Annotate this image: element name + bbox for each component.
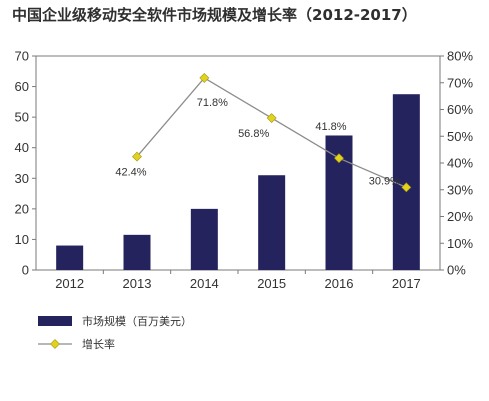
- bar-2014: [190, 208, 218, 270]
- left-tick-label: 20: [15, 201, 29, 216]
- left-tick-label: 30: [15, 171, 29, 186]
- plot-border: [35, 55, 441, 271]
- growth-label-2013: 42.4%: [115, 167, 146, 179]
- right-tick-label: 10%: [447, 236, 473, 251]
- right-tick-label: 80%: [447, 49, 473, 64]
- x-tick-label-2013: 2013: [123, 276, 152, 291]
- bar-2015: [258, 175, 286, 270]
- x-tick-label-2017: 2017: [392, 276, 421, 291]
- legend-bar-label: 市场规模（百万美元）: [82, 314, 192, 328]
- right-tick-label: 40%: [447, 156, 473, 171]
- right-tick-label: 20%: [447, 209, 473, 224]
- right-tick-label: 60%: [447, 102, 473, 117]
- bar-2017: [392, 94, 420, 270]
- growth-line-path: [136, 77, 407, 188]
- x-tick-label-2015: 2015: [257, 276, 286, 291]
- bars: [56, 94, 420, 270]
- left-tick-label: 40: [15, 140, 29, 155]
- growth-point-2016: [334, 153, 344, 164]
- growth-point-2013: [132, 151, 142, 162]
- growth-label-2014: 71.8%: [197, 97, 228, 109]
- growth-point-2017: [401, 182, 412, 193]
- legend-bar-swatch: [38, 316, 72, 326]
- growth-label-2016: 41.8%: [315, 121, 346, 133]
- left-tick-label: 60: [15, 79, 29, 94]
- chart-title: 中国企业级移动安全软件市场规模及增长率（2012-2017）: [12, 6, 417, 24]
- bar-2013: [123, 234, 151, 270]
- right-tick-label: 70%: [447, 75, 473, 90]
- left-tick-label: 0: [22, 263, 29, 278]
- x-tick-label-2016: 2016: [325, 276, 354, 291]
- plot-frame: [35, 55, 441, 271]
- axes: 0 10 20 30 40 50 60 70 0% 10% 20% 30% 40% 50% 60% 70% 80…: [15, 49, 474, 292]
- legend: 市场规模（百万美元） 增长率: [38, 314, 192, 351]
- right-tick-label: 0%: [447, 263, 466, 278]
- x-tick-label-2012: 2012: [55, 276, 84, 291]
- bar-2012: [56, 245, 84, 270]
- right-tick-label: 50%: [447, 129, 473, 144]
- growth-label-2017: 30.9%: [369, 175, 400, 187]
- left-tick-label: 70: [15, 49, 29, 64]
- left-tick-label: 10: [15, 232, 29, 247]
- growth-point-2014: [199, 73, 210, 83]
- x-tick-label-2014: 2014: [190, 276, 219, 291]
- growth-point-2015: [266, 113, 277, 123]
- left-tick-label: 50: [15, 110, 29, 125]
- legend-line-label: 增长率: [82, 337, 115, 351]
- legend-line-marker: [50, 339, 60, 349]
- growth-line: 42.4% 71.8% 56.8% 41.8% 30.9%: [115, 73, 412, 193]
- right-tick-label: 30%: [447, 182, 473, 197]
- growth-label-2015: 56.8%: [238, 128, 269, 140]
